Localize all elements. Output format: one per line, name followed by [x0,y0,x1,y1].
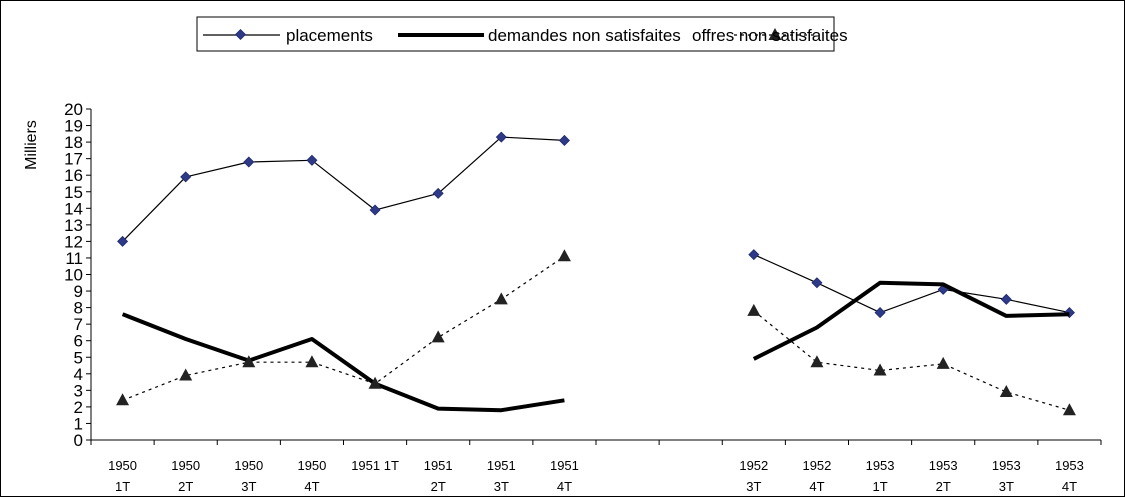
legend-entry-placements: placements [203,26,373,45]
y-tick-label: 1 [74,414,83,433]
series-line-demandes-non-satisfaites [121,312,565,413]
y-tick-label: 15 [64,183,83,202]
x-tick-label: 4T [809,479,824,494]
y-tick-label: 3 [74,381,83,400]
data-point-offres-non-satisfaites [999,385,1013,398]
legend-label-offres-non-satisfaites: offres non satisfaites [692,26,848,45]
x-tick-label: 1953 [992,458,1021,473]
y-tick-label: 10 [64,266,83,285]
data-point-offres-non-satisfaites [936,356,950,369]
x-tick-label: 1951 [424,458,453,473]
y-tick-label: 2 [74,398,83,417]
data-point-offres-non-satisfaites [747,303,761,316]
y-tick-label: 4 [74,365,83,384]
data-point-offres-non-satisfaites [494,292,508,305]
series-line-placements [753,254,1070,314]
data-point-placements [874,307,886,319]
y-tick-label: 14 [64,199,83,218]
y-tick-label: 6 [74,332,83,351]
data-point-offres-non-satisfaites [242,355,256,368]
legend-entry-demandes-non-satisfaites: demandes non satisfaites [398,26,681,45]
data-point-offres-non-satisfaites [810,355,824,368]
x-tick-label: 3T [746,479,761,494]
data-point-placements [369,204,381,216]
data-point-offres-non-satisfaites [368,376,382,389]
x-tick-label: 4T [557,479,572,494]
y-tick-label: 7 [74,315,83,334]
x-tick-label: 1951 [550,458,579,473]
x-tick-label: 3T [241,479,256,494]
x-tick-label: 1950 [108,458,137,473]
data-point-offres-non-satisfaites [116,393,130,406]
x-tick-label: 1953 [929,458,958,473]
y-tick-label: 20 [64,100,83,119]
series-line-placements [122,136,565,242]
x-tick-label: 1952 [802,458,831,473]
data-point-offres-non-satisfaites [305,355,319,368]
y-tick-label: 11 [65,249,83,268]
x-tick-label: 2T [431,479,446,494]
x-tick-label: 3T [999,479,1014,494]
legend-marker-placements [234,28,247,41]
data-point-offres-non-satisfaites [873,363,887,376]
legend-entry-offres-non-satisfaites: offres non satisfaites [692,26,848,45]
y-axis-label: Milliers [23,120,40,170]
x-tick-label: 1953 [1055,458,1084,473]
legend-marker-offres-non-satisfaites [768,28,782,40]
y-tick-label: 12 [64,232,83,251]
y-tick-label: 19 [64,117,83,136]
data-point-offres-non-satisfaites [1062,403,1076,416]
x-tick-label: 2T [936,479,951,494]
x-tick-label: 1950 [171,458,200,473]
series-offres-non-satisfaites [116,249,1076,416]
x-tick-label: 1951 [487,458,516,473]
data-point-placements [117,235,129,247]
legend: placements demandes non satisfaites offr… [196,16,848,52]
x-tick-label: 4T [304,479,319,494]
data-point-offres-non-satisfaites [431,330,445,343]
data-point-placements [748,249,760,261]
data-point-offres-non-satisfaites [557,249,571,262]
x-tick-label: 3T [494,479,509,494]
y-tick-label: 13 [64,216,83,235]
legend-label-demandes-non-satisfaites: demandes non satisfaites [488,26,681,45]
series-demandes-non-satisfaites [121,280,1070,413]
y-tick-label: 9 [74,282,83,301]
x-tick-label: 1T [872,479,887,494]
x-tick-label: 1952 [739,458,768,473]
data-point-placements [243,156,255,168]
legend-box [196,16,835,52]
x-tick-label: 1T [115,479,130,494]
series-line-offres-non-satisfaites [122,255,565,401]
data-point-placements [558,134,570,146]
data-point-placements [1000,293,1012,305]
x-tick-label: 1950 [234,458,263,473]
data-point-offres-non-satisfaites [179,368,193,381]
y-tick-label: 18 [64,133,83,152]
x-tick-label: 2T [178,479,193,494]
series-line-demandes-non-satisfaites [752,280,1070,361]
series-placements [117,131,1075,319]
series-line-offres-non-satisfaites [753,310,1070,411]
x-tick-label: 1950 [297,458,326,473]
x-tick-label: 4T [1062,479,1077,494]
x-tick-label: 1951 1T [351,458,399,473]
data-point-placements [811,277,823,289]
data-point-placements [432,187,444,199]
y-tick-label: 17 [64,150,83,169]
x-tick-label: 1953 [866,458,895,473]
y-tick-label: 16 [64,166,83,185]
data-point-placements [180,171,192,183]
data-point-placements [495,131,507,143]
y-tick-label: 8 [74,299,83,318]
legend-label-placements: placements [286,26,373,45]
y-tick-label: 5 [74,348,83,367]
data-point-placements [306,154,318,166]
y-tick-label: 0 [74,431,83,450]
axes: 0123456789101112131415161718192019501T19… [64,100,1102,494]
series-layer [116,131,1076,416]
